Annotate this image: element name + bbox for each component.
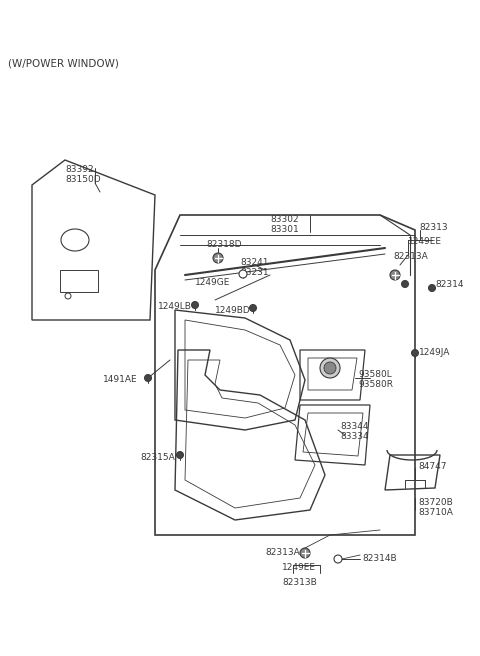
Text: 1491AE: 1491AE (103, 375, 138, 384)
Circle shape (320, 358, 340, 378)
Circle shape (65, 293, 71, 299)
Text: 84747: 84747 (418, 462, 446, 471)
Circle shape (401, 281, 408, 287)
Circle shape (300, 548, 310, 558)
Text: 82313A: 82313A (265, 548, 300, 557)
Circle shape (411, 350, 419, 356)
Circle shape (250, 304, 256, 312)
Text: 82318D: 82318D (206, 240, 241, 249)
Text: 1249EE: 1249EE (282, 563, 316, 572)
Circle shape (239, 270, 247, 278)
Text: 1249EE: 1249EE (408, 237, 442, 246)
Circle shape (213, 253, 223, 263)
Text: 1249JA: 1249JA (419, 348, 450, 357)
Text: (W/POWER WINDOW): (W/POWER WINDOW) (8, 58, 119, 68)
Circle shape (429, 285, 435, 291)
Circle shape (324, 362, 336, 374)
Text: 83720B
83710A: 83720B 83710A (418, 498, 453, 518)
Text: 82315A: 82315A (140, 453, 175, 462)
Circle shape (177, 451, 183, 459)
Text: 1249GE: 1249GE (195, 278, 230, 287)
Text: 1249BD: 1249BD (215, 306, 251, 315)
Text: 1249LB: 1249LB (158, 302, 192, 311)
Text: 83302
83301: 83302 83301 (271, 215, 300, 234)
Text: 82313A: 82313A (393, 252, 428, 261)
Text: 82314: 82314 (435, 280, 464, 289)
Text: 93580L
93580R: 93580L 93580R (358, 370, 393, 390)
Circle shape (144, 375, 152, 382)
Circle shape (390, 270, 400, 280)
Circle shape (192, 302, 199, 308)
Circle shape (334, 555, 342, 563)
Text: 83392
83150D: 83392 83150D (65, 165, 101, 184)
Text: 82313B: 82313B (282, 578, 317, 587)
Text: 83344
83334: 83344 83334 (340, 422, 369, 441)
Text: 82313: 82313 (419, 223, 448, 232)
Text: 83241
83231: 83241 83231 (240, 258, 269, 277)
Text: 82314B: 82314B (362, 554, 396, 563)
